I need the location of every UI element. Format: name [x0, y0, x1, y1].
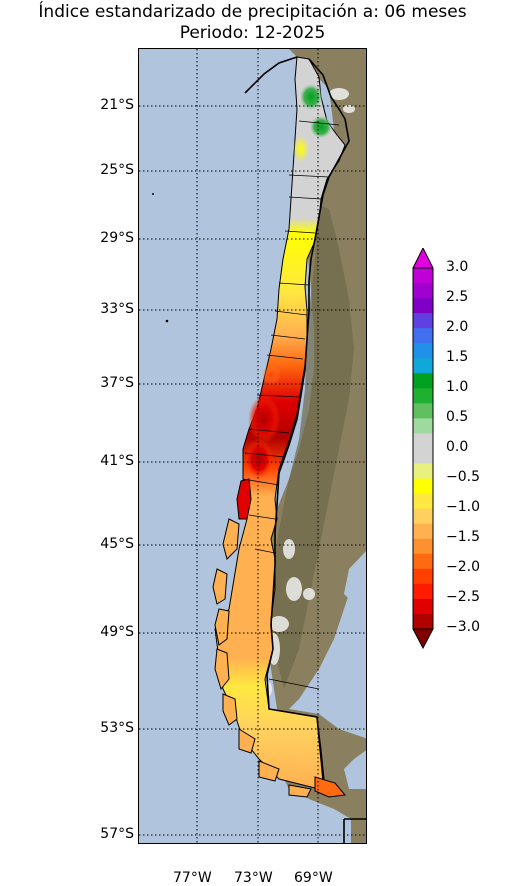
colorbar-tick-2.0: 2.0 [446, 319, 469, 335]
colorbar-tick-3.0: 3.0 [446, 259, 469, 275]
colorbar-segment [413, 583, 433, 600]
colorbar-tick-neg1.0: −1.0 [446, 499, 480, 515]
chiloe-island [236, 478, 252, 520]
colorbar-segment [413, 448, 433, 465]
lat-label-37s: 37°S [100, 375, 134, 391]
lon-label-73w: 73°W [234, 870, 273, 886]
map-subtitle-period: Periodo: 12-2025 [179, 23, 326, 43]
colorbar-segment [413, 313, 433, 329]
colorbar-segment [413, 433, 433, 450]
colorbar-tick-0.5: 0.5 [446, 409, 469, 425]
colorbar-segment [413, 538, 433, 555]
lat-label-53s: 53°S [100, 720, 134, 736]
lat-label-57s: 57°S [100, 826, 134, 842]
colorbar-segment [413, 613, 433, 630]
international-border [244, 56, 350, 843]
spi-map [138, 48, 367, 844]
colorbar-extend-min [413, 629, 433, 648]
colorbar-segment [413, 418, 433, 435]
lat-label-45s: 45°S [100, 536, 134, 552]
andes-texture [271, 199, 354, 689]
snow-patches [262, 88, 355, 697]
colorbar-tick-1.0: 1.0 [446, 379, 469, 395]
lat-label-49s: 49°S [100, 624, 134, 640]
atlantic-ocean [344, 551, 366, 604]
colorbar-segment [413, 403, 433, 420]
lat-label-33s: 33°S [100, 301, 134, 317]
lon-label-77w: 77°W [173, 870, 212, 886]
severe-dry-anomaly-south [245, 439, 273, 479]
colorbar-segment [413, 523, 433, 540]
colorbar-segment [413, 298, 433, 314]
colorbar-segment [413, 358, 433, 374]
colorbar-segment [413, 478, 433, 495]
wet-anomaly-north [299, 83, 323, 111]
severe-dry-anomaly [248, 395, 280, 443]
offshore-island-2 [165, 319, 169, 323]
region-boundaries [242, 120, 340, 690]
lat-label-29s: 29°S [100, 230, 134, 246]
colorbar-segment [413, 463, 433, 480]
colorbar-tick-2.5: 2.5 [446, 289, 469, 305]
map-svg [139, 49, 366, 843]
colorbar-segment [413, 268, 433, 284]
colorbar-segment [413, 373, 433, 389]
colorbar-tick-0.0: 0.0 [446, 439, 469, 455]
colorbar-segment [413, 508, 433, 525]
colorbar-tick-neg3.0: −3.0 [446, 619, 480, 635]
lat-label-41s: 41°S [100, 453, 134, 469]
atlantic-ocean-south [344, 750, 366, 789]
colorbar-tick-neg0.5: −0.5 [446, 469, 480, 485]
colorbar-extend-max [413, 248, 433, 268]
colorbar-segment [413, 343, 433, 359]
lat-label-21s: 21°S [100, 97, 134, 113]
colorbar-tick-neg2.0: −2.0 [446, 559, 480, 575]
wet-anomaly-north-2 [309, 115, 333, 139]
colorbar-tick-neg1.5: −1.5 [446, 529, 480, 545]
colorbar-segment [413, 283, 433, 299]
colorbar-segment [413, 598, 433, 615]
map-title: Índice estandarizado de precipitación a:… [38, 2, 467, 22]
colorbar-tick-1.5: 1.5 [446, 349, 469, 365]
colorbar [412, 248, 434, 650]
colorbar-segment [413, 568, 433, 585]
dry-anomaly-north [293, 135, 309, 163]
dry-anomaly-central [261, 365, 281, 385]
fjord-islands [212, 518, 346, 798]
colorbar-segment [413, 553, 433, 570]
lon-label-69w: 69°W [294, 870, 333, 886]
colorbar-segment [413, 388, 433, 404]
colorbar-segment [413, 493, 433, 510]
colorbar-tick-neg2.5: −2.5 [446, 589, 480, 605]
offshore-island [152, 193, 154, 195]
lat-label-25s: 25°S [100, 162, 134, 178]
graticule [139, 49, 366, 843]
colorbar-segment [413, 328, 433, 344]
